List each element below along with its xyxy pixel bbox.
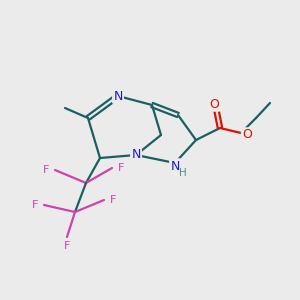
Text: O: O bbox=[242, 128, 252, 142]
Text: F: F bbox=[64, 241, 70, 251]
Text: N: N bbox=[113, 89, 123, 103]
Text: N: N bbox=[170, 160, 180, 172]
Text: F: F bbox=[32, 200, 38, 210]
Text: F: F bbox=[118, 163, 124, 173]
Text: F: F bbox=[110, 195, 116, 205]
Text: H: H bbox=[179, 168, 187, 178]
Text: N: N bbox=[131, 148, 141, 161]
Text: O: O bbox=[209, 98, 219, 110]
Text: F: F bbox=[43, 165, 49, 175]
